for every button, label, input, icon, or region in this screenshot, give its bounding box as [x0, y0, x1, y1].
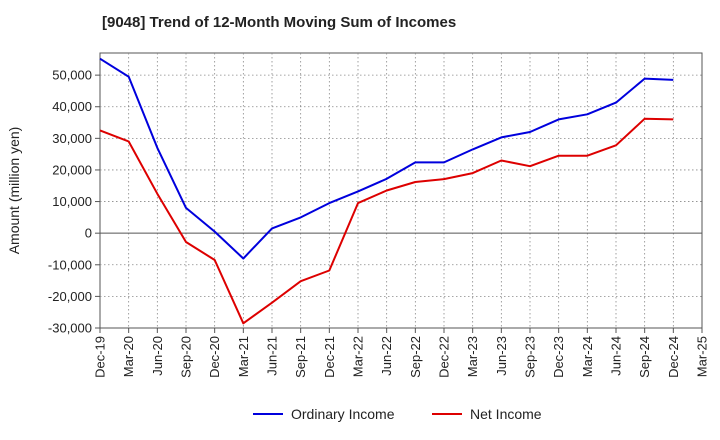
- y-tick-label: 20,000: [52, 162, 92, 177]
- x-tick-label: Sep-20: [179, 336, 194, 378]
- series-line-ordinary-income: [99, 57, 674, 260]
- x-tick-label: Jun-20: [150, 336, 165, 376]
- y-tick-label: 30,000: [52, 131, 92, 146]
- x-tick-label: Mar-21: [236, 336, 251, 377]
- x-tick-label: Mar-20: [121, 336, 136, 377]
- x-tick-label: Dec-21: [322, 336, 337, 378]
- x-tick-label: Jun-21: [265, 336, 280, 376]
- x-tick-label: Sep-22: [408, 336, 423, 378]
- x-tick-label: Jun-23: [494, 336, 509, 376]
- x-tick-label: Sep-21: [293, 336, 308, 378]
- y-tick-label: -20,000: [48, 289, 92, 304]
- x-tick-label: Dec-24: [666, 336, 681, 378]
- y-tick-label: 10,000: [52, 194, 92, 209]
- x-tick-label: Dec-23: [551, 336, 566, 378]
- x-tick-label: Dec-20: [207, 336, 222, 378]
- series-line-net-income: [99, 117, 674, 325]
- chart-title: [9048] Trend of 12-Month Moving Sum of I…: [102, 14, 457, 31]
- plot-area: [99, 52, 703, 329]
- x-tick-label: Jun-22: [379, 336, 394, 376]
- legend-label: Net Income: [470, 406, 542, 422]
- y-tick-label: -10,000: [48, 257, 92, 272]
- y-tick-label: -30,000: [48, 321, 92, 336]
- y-tick-label: 50,000: [52, 68, 92, 83]
- x-tick-label: Sep-23: [523, 336, 538, 378]
- legend-label: Ordinary Income: [291, 406, 395, 422]
- y-tick-label: 40,000: [52, 99, 92, 114]
- y-axis-title: Amount (million yen): [6, 127, 22, 255]
- x-tick-label: Mar-24: [580, 336, 595, 377]
- x-tick-label: Mar-23: [465, 336, 480, 377]
- x-tick-label: Jun-24: [609, 336, 624, 376]
- x-tick-label: Sep-24: [637, 336, 652, 378]
- x-tick-label: Dec-19: [93, 336, 108, 378]
- x-tick-label: Dec-22: [437, 336, 452, 378]
- x-tick-label: Mar-25: [695, 336, 710, 377]
- x-tick-label: Mar-22: [351, 336, 366, 377]
- y-tick-label: 0: [85, 226, 92, 241]
